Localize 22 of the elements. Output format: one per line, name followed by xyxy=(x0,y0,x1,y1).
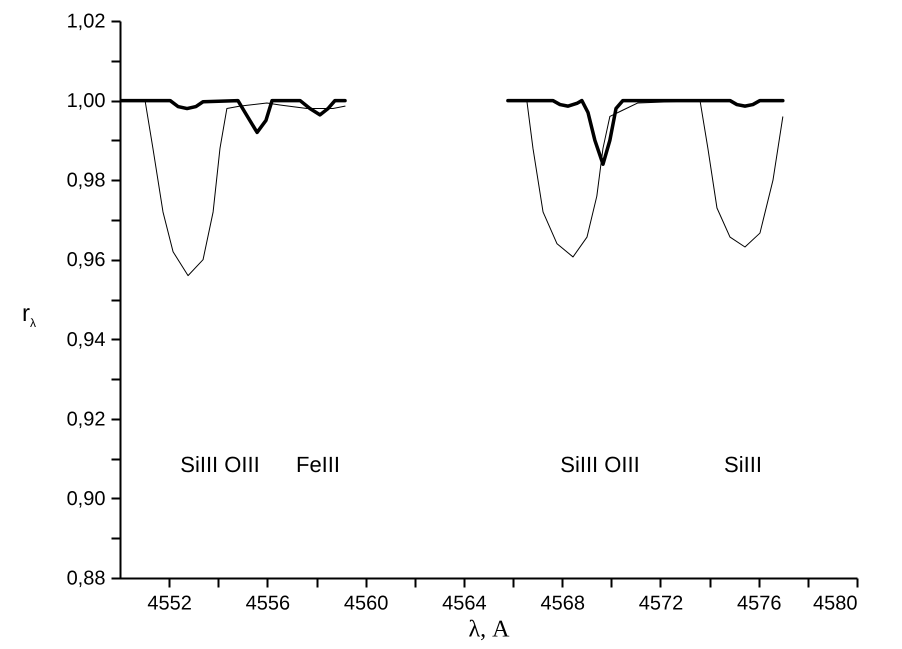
x-tick-label: 4556 xyxy=(246,592,290,614)
annotation: SiIII OIII xyxy=(180,452,260,477)
x-tick-label: 4560 xyxy=(344,592,388,614)
annotation: FeIII xyxy=(296,452,340,477)
x-tick-label: 4572 xyxy=(638,592,684,614)
y-tick-label: 1,02 xyxy=(66,10,106,32)
annotation: SiIII xyxy=(724,452,762,477)
annotation: SiIII OIII xyxy=(560,452,640,477)
y-tick-label: 0,88 xyxy=(66,568,106,590)
y-tick-label: 0,92 xyxy=(66,408,106,430)
y-tick-label: 0,98 xyxy=(66,170,106,192)
x-tick-label: 4580 xyxy=(813,592,858,614)
y-tick-label: 0,94 xyxy=(66,328,106,351)
y-tick-label: 1,00 xyxy=(66,90,106,112)
x-tick-label: 4576 xyxy=(736,592,782,614)
x-axis-title: λ, A xyxy=(468,616,510,642)
y-tick-label: 0,96 xyxy=(66,249,106,272)
x-tick-label: 4552 xyxy=(147,592,192,614)
x-tick-label: 4568 xyxy=(540,592,585,614)
y-tick-label: 0,90 xyxy=(66,488,106,510)
x-tick-label: 4564 xyxy=(442,592,487,614)
y-axis-title: r$_{λ}$ xyxy=(22,300,36,330)
